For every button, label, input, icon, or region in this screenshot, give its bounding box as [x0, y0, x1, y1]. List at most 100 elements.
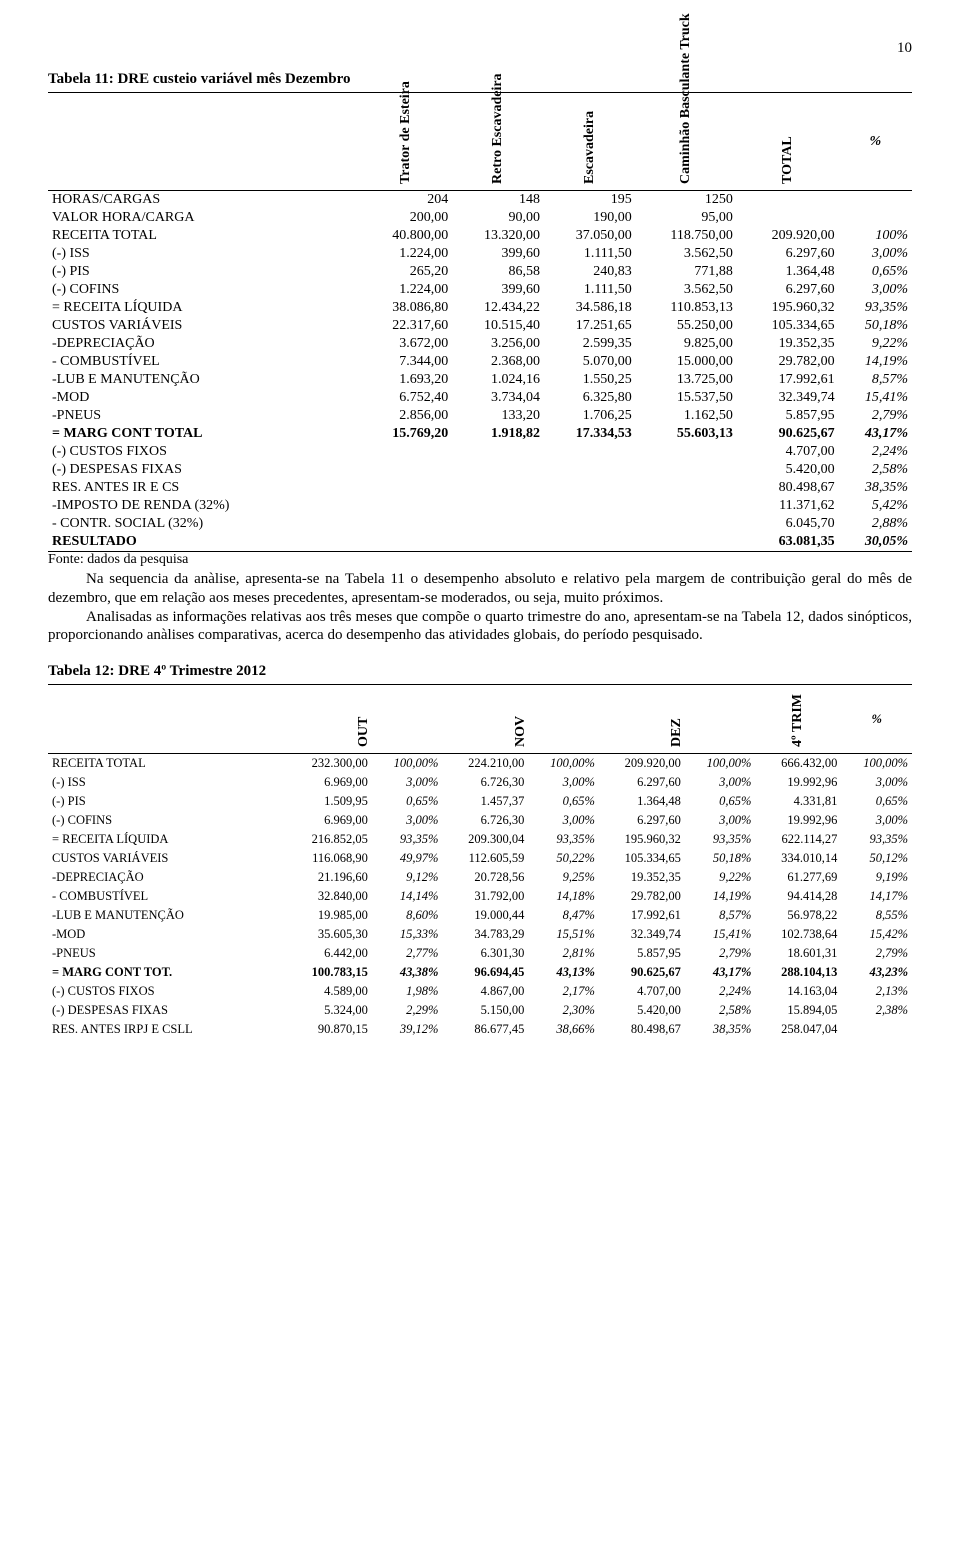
row-value: 29.782,00	[599, 887, 685, 906]
page-number: 10	[48, 40, 912, 57]
row-value: 2,30%	[528, 1001, 599, 1020]
row-value: 13.725,00	[636, 371, 737, 389]
table-row: - COMBUSTÍVEL32.840,0014,14%31.792,0014,…	[48, 887, 912, 906]
row-value: 55.603,13	[636, 425, 737, 443]
row-value: 1.706,25	[544, 407, 636, 425]
table-row: = RECEITA LÍQUIDA216.852,0593,35%209.300…	[48, 830, 912, 849]
row-value: 5.857,95	[737, 407, 839, 425]
table-row: (-) CUSTOS FIXOS4.589,001,98%4.867,002,1…	[48, 982, 912, 1001]
table-row: RECEITA TOTAL40.800,0013.320,0037.050,00…	[48, 227, 912, 245]
table-row: -PNEUS6.442,002,77%6.301,302,81%5.857,95…	[48, 944, 912, 963]
row-value: 3.256,00	[452, 335, 544, 353]
table-row: = MARG CONT TOTAL15.769,201.918,8217.334…	[48, 425, 912, 443]
row-value: 94.414,28	[755, 887, 841, 906]
row-value: 3,00%	[685, 811, 756, 830]
row-value: 1.693,20	[361, 371, 453, 389]
row-value: 93,35%	[528, 830, 599, 849]
row-value: 118.750,00	[636, 227, 737, 245]
row-value: 258.047,04	[755, 1020, 841, 1039]
table-row: = MARG CONT TOT.100.783,1543,38%96.694,4…	[48, 963, 912, 982]
row-value: 96.694,45	[442, 963, 528, 982]
row-label: = RECEITA LÍQUIDA	[48, 299, 361, 317]
table-row: RECEITA TOTAL232.300,00100,00%224.210,00…	[48, 754, 912, 774]
row-value: 5,42%	[839, 497, 912, 515]
row-value: 38,35%	[685, 1020, 756, 1039]
row-value: 38,66%	[528, 1020, 599, 1039]
table-row: (-) DESPESAS FIXAS5.420,002,58%	[48, 461, 912, 479]
row-value: 14,18%	[528, 887, 599, 906]
row-value	[452, 443, 544, 461]
row-value: 8,55%	[841, 906, 912, 925]
row-value: 5.150,00	[442, 1001, 528, 1020]
table11-header-col3: Escavadeira	[544, 93, 636, 191]
row-label: = RECEITA LÍQUIDA	[48, 830, 286, 849]
row-value: 49,97%	[372, 849, 443, 868]
row-value: 6.045,70	[737, 515, 839, 533]
table-row: -MOD6.752,403.734,046.325,8015.537,5032.…	[48, 389, 912, 407]
table12-header-out: OUT	[286, 685, 442, 754]
row-value: 3,00%	[528, 773, 599, 792]
row-value: 1.162,50	[636, 407, 737, 425]
row-value: 19.000,44	[442, 906, 528, 925]
table11-header-col2: Retro Escavadeira	[452, 93, 544, 191]
row-value: 14,19%	[839, 353, 912, 371]
row-value: 15,41%	[685, 925, 756, 944]
row-value: 2,88%	[839, 515, 912, 533]
row-value: 29.782,00	[737, 353, 839, 371]
row-value	[737, 191, 839, 210]
row-value: 6.301,30	[442, 944, 528, 963]
row-value: 38,35%	[839, 479, 912, 497]
row-value: 50,18%	[839, 317, 912, 335]
row-value: 265,20	[361, 263, 453, 281]
row-value: 37.050,00	[544, 227, 636, 245]
paragraph-2: Analisadas as informações relativas aos …	[48, 608, 912, 646]
row-label: RECEITA TOTAL	[48, 754, 286, 774]
row-value: 86.677,45	[442, 1020, 528, 1039]
paragraph-1: Na sequencia da anàlise, apresenta-se na…	[48, 570, 912, 608]
row-label: -PNEUS	[48, 407, 361, 425]
table-row: (-) CUSTOS FIXOS4.707,002,24%	[48, 443, 912, 461]
row-value: 63.081,35	[737, 533, 839, 552]
row-value: 32.840,00	[286, 887, 372, 906]
row-label: -LUB E MANUTENÇÃO	[48, 371, 361, 389]
row-value: 15,33%	[372, 925, 443, 944]
row-value: 5.324,00	[286, 1001, 372, 1020]
row-value: 2,58%	[685, 1001, 756, 1020]
row-value: 2,79%	[685, 944, 756, 963]
row-value: 116.068,90	[286, 849, 372, 868]
row-value: 100,00%	[372, 754, 443, 774]
row-value	[636, 497, 737, 515]
row-value: 17.334,53	[544, 425, 636, 443]
row-value: 9,22%	[685, 868, 756, 887]
row-value	[452, 533, 544, 552]
table11-header-row: Trator de Esteira Retro Escavadeira Esca…	[48, 93, 912, 191]
row-value: 622.114,27	[755, 830, 841, 849]
row-value: 50,22%	[528, 849, 599, 868]
row-value: 399,60	[452, 245, 544, 263]
table-row: CUSTOS VARIÁVEIS116.068,9049,97%112.605,…	[48, 849, 912, 868]
row-value: 6.442,00	[286, 944, 372, 963]
row-value: 93,35%	[372, 830, 443, 849]
row-label: (-) ISS	[48, 773, 286, 792]
row-value: 34.586,18	[544, 299, 636, 317]
row-value: 190,00	[544, 209, 636, 227]
table12-header-dez: DEZ	[599, 685, 755, 754]
row-value: 1.224,00	[361, 281, 453, 299]
row-value	[544, 515, 636, 533]
table12-header-row: OUT NOV DEZ 4º TRIM %	[48, 685, 912, 754]
table-row: (-) PIS265,2086,58240,83771,881.364,480,…	[48, 263, 912, 281]
row-value: 14,17%	[841, 887, 912, 906]
row-label: -IMPOSTO DE RENDA (32%)	[48, 497, 361, 515]
row-value: 86,58	[452, 263, 544, 281]
row-value: 112.605,59	[442, 849, 528, 868]
row-value: 204	[361, 191, 453, 210]
row-value: 22.317,60	[361, 317, 453, 335]
table11: Trator de Esteira Retro Escavadeira Esca…	[48, 92, 912, 552]
row-value	[636, 515, 737, 533]
row-value	[636, 461, 737, 479]
row-value: 771,88	[636, 263, 737, 281]
row-value: 14,14%	[372, 887, 443, 906]
row-value: 0,65%	[528, 792, 599, 811]
row-value	[361, 515, 453, 533]
table11-header-blank	[48, 93, 361, 191]
